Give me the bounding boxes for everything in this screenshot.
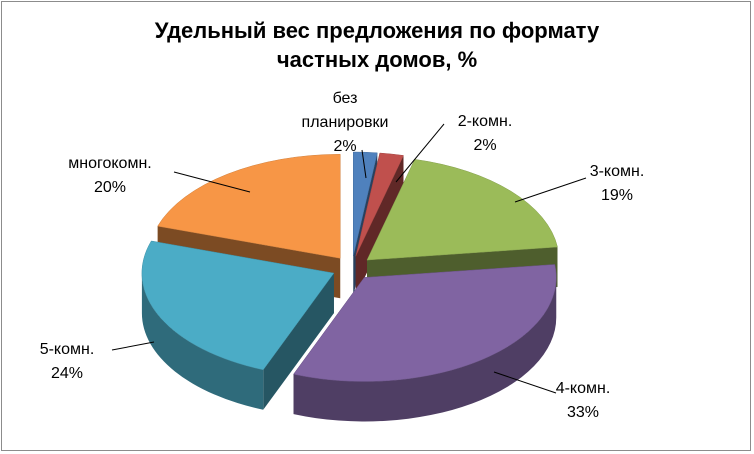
category-label: 2-комн. (457, 113, 513, 130)
value-label: 2% (333, 138, 357, 155)
leader-line (493, 371, 557, 394)
leader-line (173, 171, 251, 193)
category-label: многокомн. (68, 155, 152, 172)
value-label: 33% (566, 404, 600, 421)
data-label: 5-комн. 24% (22, 338, 112, 386)
leader-line (514, 177, 587, 203)
pie-slice-top (141, 240, 335, 371)
slice-outer-wall (141, 273, 264, 410)
pie-slice (141, 240, 335, 410)
category-label: 4-комн. (555, 380, 611, 397)
data-label: 4-комн. 33% (538, 377, 628, 425)
value-label: 24% (50, 365, 84, 382)
leader-line (111, 341, 155, 351)
category-label: 5-комн. (39, 341, 95, 358)
value-label: 2% (473, 137, 497, 154)
chart-title: Удельный вес предложения по формату част… (154, 18, 600, 72)
pie-slice-top (293, 264, 557, 382)
leader-line (361, 149, 367, 179)
data-label: 3-комн. 19% (572, 160, 662, 208)
pie-slice-top (366, 159, 558, 261)
slice-outer-wall (293, 277, 557, 422)
pie-slice-top (353, 151, 378, 257)
value-label: 20% (93, 179, 127, 196)
data-label: без планировки 2% (290, 87, 400, 159)
category-label: без планировки (301, 90, 389, 131)
pie-slice-top (355, 152, 404, 257)
value-label: 19% (600, 187, 634, 204)
pie-slice (293, 264, 557, 422)
leader-line (395, 123, 445, 183)
data-label: многокомн. 20% (50, 152, 170, 200)
data-label: 2-комн. 2% (440, 110, 530, 158)
pie-slice-top (157, 154, 341, 259)
category-label: 3-комн. (589, 163, 645, 180)
